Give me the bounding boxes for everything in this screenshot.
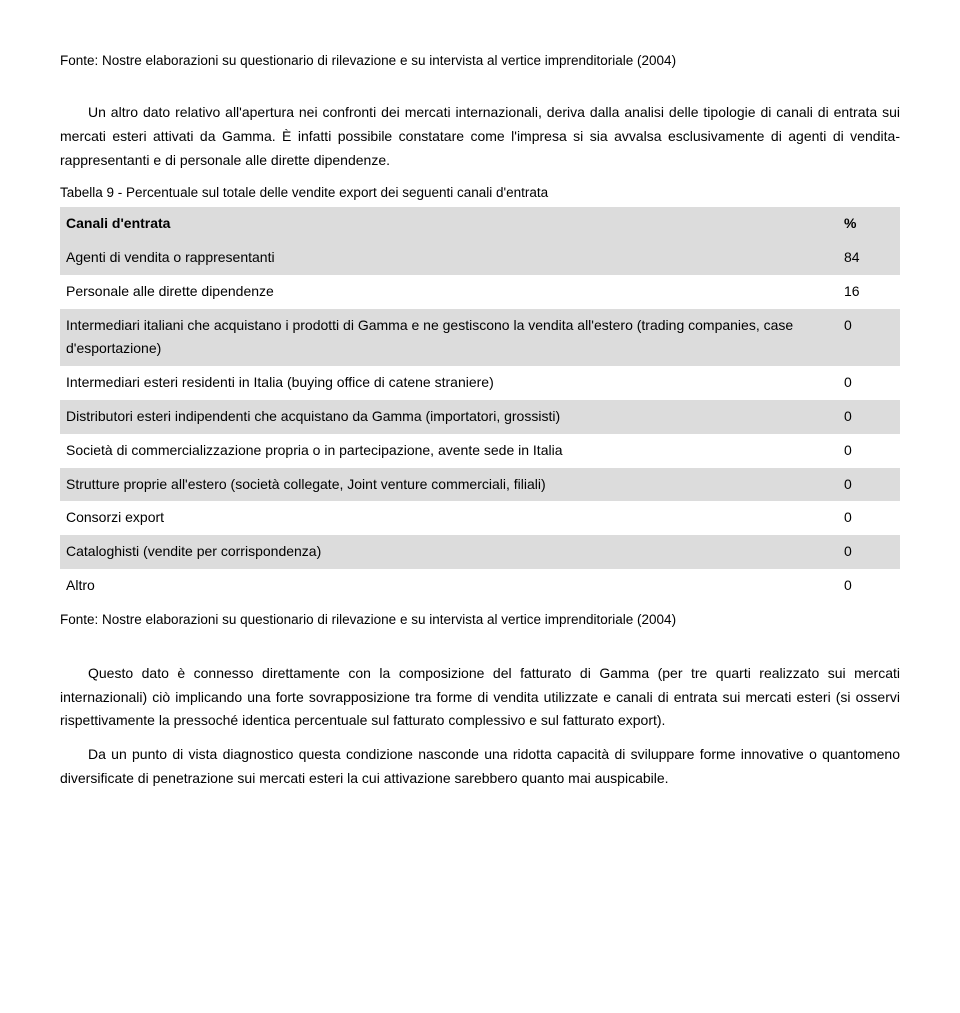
row-value: 0 [838, 535, 900, 569]
paragraph-3: Da un punto di vista diagnostico questa … [60, 743, 900, 791]
row-label: Distributori esteri indipendenti che acq… [60, 400, 838, 434]
row-label: Strutture proprie all'estero (società co… [60, 468, 838, 502]
table-row: Società di commercializzazione propria o… [60, 434, 900, 468]
row-value: 0 [838, 468, 900, 502]
paragraph-1: Un altro dato relativo all'apertura nei … [60, 101, 900, 172]
table-title: Tabella 9 - Percentuale sul totale delle… [60, 182, 900, 205]
channels-table: Canali d'entrata % Agenti di vendita o r… [60, 207, 900, 603]
table-row: Agenti di vendita o rappresentanti84 [60, 241, 900, 275]
source-top: Fonte: Nostre elaborazioni su questionar… [60, 50, 900, 73]
table-header-label: Canali d'entrata [60, 207, 838, 241]
paragraph-2: Questo dato è connesso direttamente con … [60, 662, 900, 733]
table-row: Strutture proprie all'estero (società co… [60, 468, 900, 502]
table-header-row: Canali d'entrata % [60, 207, 900, 241]
row-label: Personale alle dirette dipendenze [60, 275, 838, 309]
table-row: Altro0 [60, 569, 900, 603]
table-row: Personale alle dirette dipendenze16 [60, 275, 900, 309]
row-value: 0 [838, 309, 900, 367]
row-label: Consorzi export [60, 501, 838, 535]
row-value: 84 [838, 241, 900, 275]
row-label: Altro [60, 569, 838, 603]
row-label: Intermediari italiani che acquistano i p… [60, 309, 838, 367]
source-after-table: Fonte: Nostre elaborazioni su questionar… [60, 609, 900, 632]
row-value: 0 [838, 569, 900, 603]
row-label: Cataloghisti (vendite per corrispondenza… [60, 535, 838, 569]
table-header-value: % [838, 207, 900, 241]
table-row: Intermediari esteri residenti in Italia … [60, 366, 900, 400]
row-value: 0 [838, 366, 900, 400]
row-value: 16 [838, 275, 900, 309]
row-value: 0 [838, 434, 900, 468]
table-row: Consorzi export0 [60, 501, 900, 535]
table-row: Intermediari italiani che acquistano i p… [60, 309, 900, 367]
row-value: 0 [838, 400, 900, 434]
row-label: Intermediari esteri residenti in Italia … [60, 366, 838, 400]
row-value: 0 [838, 501, 900, 535]
table-row: Cataloghisti (vendite per corrispondenza… [60, 535, 900, 569]
row-label: Agenti di vendita o rappresentanti [60, 241, 838, 275]
row-label: Società di commercializzazione propria o… [60, 434, 838, 468]
table-row: Distributori esteri indipendenti che acq… [60, 400, 900, 434]
